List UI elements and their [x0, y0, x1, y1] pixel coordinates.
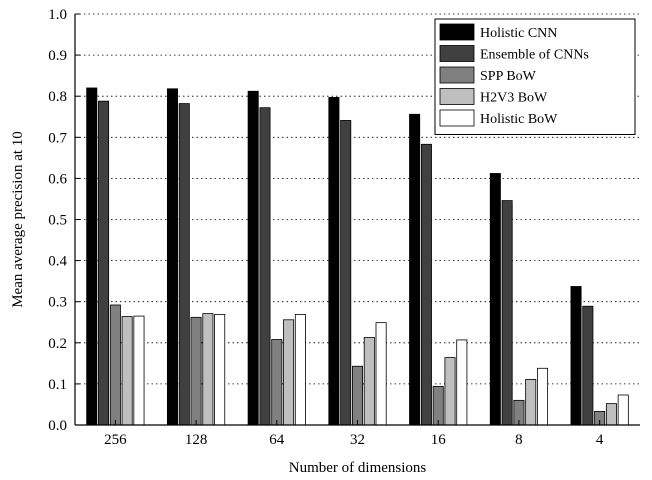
- bar: [328, 97, 340, 426]
- x-tick-label: 32: [350, 432, 365, 448]
- bars: [86, 87, 629, 426]
- x-tick-label: 256: [104, 432, 127, 448]
- y-tick-label: 0.3: [48, 295, 67, 311]
- bar: [283, 319, 295, 426]
- bar: [214, 314, 226, 426]
- bar: [166, 88, 178, 426]
- legend: Holistic CNN Ensemble of CNNs SPP BoW H2V3 …: [434, 18, 636, 135]
- bar: [409, 113, 421, 426]
- bar: [109, 304, 121, 426]
- bar: [98, 100, 110, 426]
- bar: [86, 87, 98, 426]
- bar: [420, 143, 432, 426]
- y-tick-label: 0.4: [48, 254, 67, 270]
- bar: [190, 316, 202, 426]
- y-tick-label: 0.9: [48, 48, 67, 64]
- y-tick-label: 0.2: [48, 336, 67, 352]
- legend-label: SPP BoW: [480, 69, 537, 84]
- bar: [456, 339, 468, 426]
- bar: [294, 314, 306, 426]
- bar: [351, 365, 363, 426]
- bar: [605, 403, 617, 426]
- legend-swatch: [439, 109, 475, 127]
- x-tick-label: 8: [515, 432, 523, 448]
- x-tick-label: 128: [185, 432, 208, 448]
- bar: [202, 313, 214, 426]
- bar: [363, 337, 375, 426]
- y-tick-label: 0.1: [48, 377, 67, 393]
- x-axis-label: Number of dimensions: [289, 460, 427, 476]
- x-tick-label: 64: [269, 432, 285, 448]
- bar: [501, 200, 513, 426]
- bar: [133, 315, 145, 426]
- bar: [271, 339, 283, 426]
- bar: [617, 394, 629, 426]
- bar: [489, 173, 501, 426]
- axes: [74, 13, 640, 426]
- bar: [259, 107, 271, 426]
- legend-label: Holistic CNN: [480, 26, 557, 41]
- x-tick-labels: 256 128 64 32 16 8 4: [104, 432, 604, 448]
- y-tick-label: 0.8: [48, 89, 67, 105]
- legend-swatch: [439, 45, 475, 62]
- bar: [178, 103, 190, 426]
- y-tick-label: 0.0: [48, 418, 67, 434]
- y-tick-label: 0.6: [48, 171, 67, 187]
- x-tick-label: 4: [596, 432, 604, 448]
- legend-label: Ensemble of CNNs: [480, 48, 589, 63]
- x-tick-label: 16: [431, 432, 447, 448]
- legend-label: Holistic BoW: [480, 112, 558, 127]
- bar: [247, 90, 259, 426]
- y-tick-label: 0.5: [48, 213, 67, 229]
- legend-label: H2V3 BoW: [480, 91, 548, 106]
- bar: [432, 385, 444, 426]
- bar: [340, 120, 352, 426]
- legend-swatch: [439, 88, 475, 105]
- bar: [121, 316, 133, 426]
- bar: [375, 322, 387, 426]
- bar: [537, 367, 549, 426]
- bar: [444, 357, 456, 426]
- y-axis-label: Mean average precision at 10: [10, 131, 26, 308]
- bar: [525, 378, 537, 426]
- bar: [582, 305, 594, 426]
- legend-swatch: [439, 23, 475, 41]
- y-tick-label: 0.7: [48, 130, 67, 146]
- y-tick-label: 1.0: [48, 7, 67, 23]
- legend-swatch: [439, 66, 475, 84]
- y-tick-labels: 0.0 0.1 0.2 0.3 0.4 0.5 0.6 0.7 0.8 0.9 1.0: [48, 7, 67, 434]
- bar: [570, 286, 582, 426]
